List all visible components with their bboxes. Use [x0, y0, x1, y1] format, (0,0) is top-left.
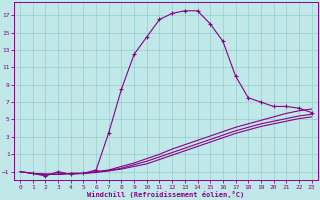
X-axis label: Windchill (Refroidissement éolien,°C): Windchill (Refroidissement éolien,°C) [87, 191, 244, 198]
